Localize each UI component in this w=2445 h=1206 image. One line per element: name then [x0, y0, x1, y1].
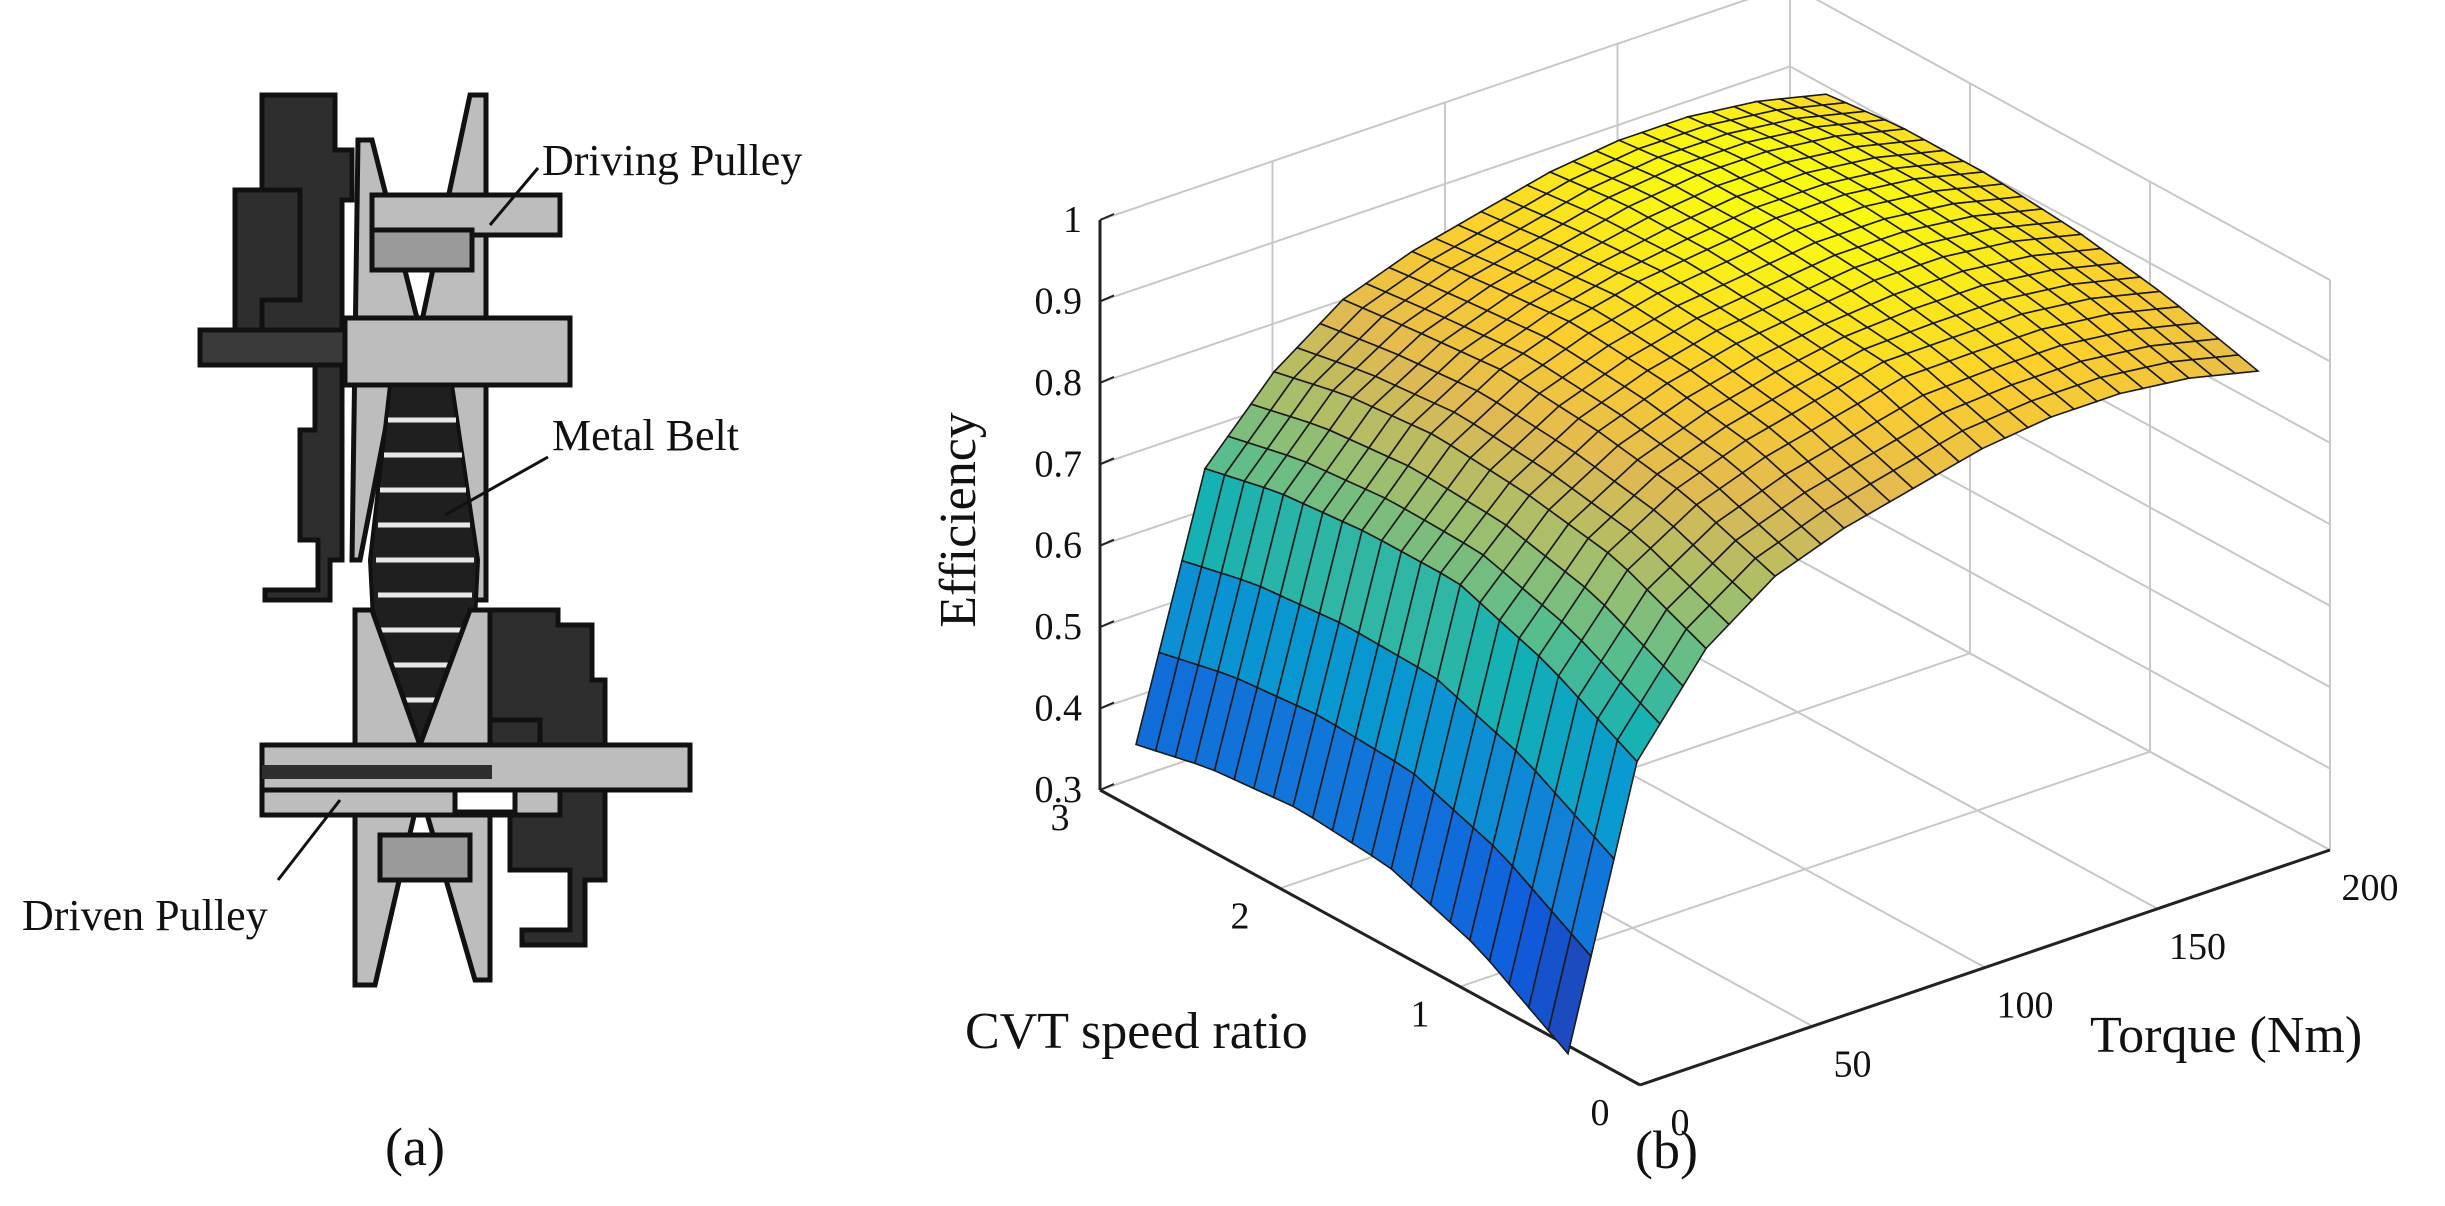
z-tick-label: 0.9 [1035, 280, 1083, 322]
metal-belt-label: Metal Belt [552, 411, 739, 460]
x-axis-label: Torque (Nm) [2090, 1007, 2362, 1064]
driven-pulley [259, 607, 693, 988]
axis-ticks: 0.3 0.4 0.5 0.6 0.7 0.8 0.9 1 0 50 100 150 200 0 1 2 3 [1035, 199, 2399, 1144]
grid-line [1789, 65, 2331, 363]
panel-a-caption: (a) [385, 1117, 445, 1177]
z-tick-label: 1 [1063, 199, 1082, 241]
z-tick-label: 0.5 [1035, 606, 1083, 648]
x-axis-line [1639, 848, 2331, 1087]
z-tick [1099, 213, 1115, 221]
grid-line [1617, 612, 2158, 910]
surface-patch [1547, 932, 1592, 1056]
callout-driven-pulley: Driven Pulley [22, 799, 342, 940]
y-tick-label: 1 [1411, 994, 1430, 1036]
callout-metal-belt: Metal Belt [444, 411, 739, 517]
x-tick-label: 0 [1671, 1102, 1690, 1144]
z-tick [1099, 701, 1115, 710]
efficiency-surface-plot: 0.3 0.4 0.5 0.6 0.7 0.8 0.9 1 0 50 100 150 200 0 1 2 3 E… [930, 0, 2399, 1180]
y-tick-label: 2 [1231, 895, 1250, 937]
grid-line [1815, 0, 2331, 281]
grid-line [1789, 472, 2331, 770]
z-tick [1099, 457, 1115, 466]
x-tick-label: 100 [1997, 985, 2054, 1027]
cvt-cross-section-diagram: Driving Pulley Metal Belt Driven Pulley … [22, 92, 802, 1177]
grid-line [1789, 554, 2331, 851]
grid-line [1099, 65, 1791, 303]
driving-pulley-label: Driving Pulley [542, 136, 802, 185]
z-tick [1099, 538, 1115, 547]
driven-pulley-label: Driven Pulley [22, 891, 268, 940]
y-axis-line [1099, 788, 1641, 1087]
efficiency-surface [1135, 93, 2260, 1056]
z-tick [1099, 783, 1115, 791]
y-tick-label: 3 [1051, 797, 1070, 839]
callout-driving-pulley: Driving Pulley [488, 136, 802, 226]
z-tick-label: 0.4 [1035, 688, 1083, 730]
z-tick [1099, 294, 1115, 303]
x-tick-label: 200 [2342, 867, 2399, 909]
y-tick-label: 0 [1591, 1092, 1610, 1134]
y-axis-label: CVT speed ratio [965, 1003, 1308, 1060]
x-tick-label: 150 [2169, 926, 2226, 968]
z-tick-label: 0.7 [1035, 443, 1083, 485]
panel-b-caption: (b) [1635, 1120, 1698, 1180]
driving-pulley [197, 92, 573, 603]
z-tick-label: 0.8 [1035, 362, 1083, 404]
z-tick [1099, 375, 1115, 384]
z-tick [1099, 620, 1115, 629]
x-tick-label: 50 [1834, 1043, 1872, 1085]
z-axis-label: Efficiency [930, 412, 987, 628]
grid-line [1099, 0, 1750, 221]
z-tick-label: 0.3 [1035, 769, 1083, 811]
z-tick-label: 0.6 [1035, 525, 1083, 567]
